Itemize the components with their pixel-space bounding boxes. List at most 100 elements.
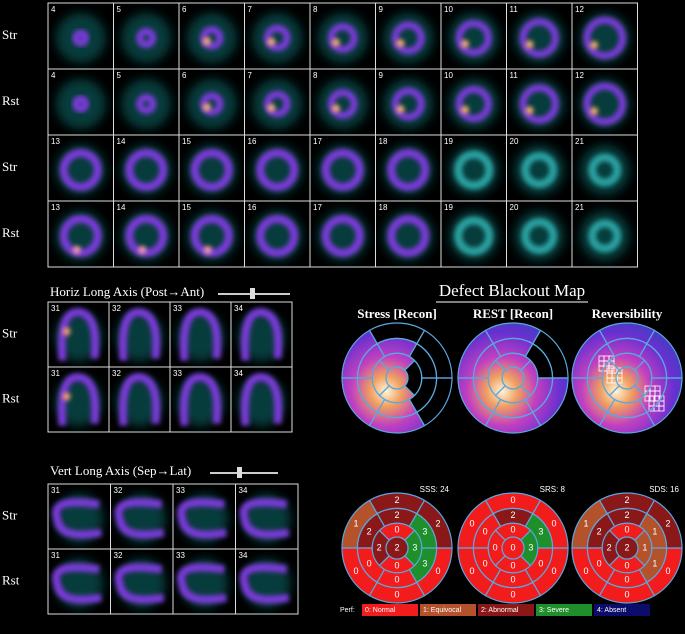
myocardium (177, 563, 227, 604)
slice-cell: 32 (110, 483, 174, 550)
segment-score: 2 (624, 542, 629, 552)
segment-score: 1 (652, 526, 657, 536)
slice-cell: 18 (375, 134, 442, 202)
slice-number: 32 (114, 486, 123, 495)
halo (186, 12, 237, 64)
slice-cell: 6 (178, 68, 245, 136)
slice-number: 18 (379, 137, 388, 146)
slice-number: 33 (176, 551, 185, 560)
slice-cell: 9 (375, 68, 442, 136)
myocardium (588, 153, 622, 187)
slice-cell: 9 (375, 2, 442, 70)
segment-score: 0 (510, 525, 515, 535)
slice-cell: 15 (178, 200, 245, 268)
segment (501, 536, 525, 560)
segment (615, 536, 639, 560)
slice-cell: 4 (47, 2, 114, 70)
myocardium (136, 27, 157, 49)
slice-number: 6 (182, 71, 187, 80)
slice-number: 13 (51, 137, 60, 146)
myocardium (240, 308, 283, 361)
myocardium (321, 149, 364, 191)
segment-score: 0 (394, 575, 399, 585)
myocardium (263, 24, 291, 52)
slice-cell: 20 (506, 200, 573, 268)
slice-number: 31 (51, 369, 60, 378)
slice-number: 20 (510, 203, 519, 212)
map-title: REST [Recon] (473, 306, 553, 321)
hot-spot (138, 246, 147, 254)
myocardium (387, 149, 430, 191)
halo (55, 12, 106, 64)
segment-score: 2 (510, 510, 515, 520)
slice-number: 17 (313, 137, 322, 146)
slice-cell: 33 (172, 548, 236, 615)
slice-cell: 19 (440, 134, 507, 202)
hla-slider[interactable] (218, 288, 290, 299)
hot-spot (202, 37, 211, 46)
row-label: Rst (2, 225, 20, 240)
slice-cell: 20 (506, 134, 573, 202)
vla-slider[interactable] (210, 467, 278, 478)
slice-number: 12 (575, 71, 584, 80)
maps: Stress [Recon] REST [Recon] Reversibility S… (340, 306, 683, 616)
segment-score: 0 (394, 590, 399, 600)
myocardium (72, 95, 90, 113)
myocardium (519, 18, 559, 58)
segment-score: 2 (665, 519, 670, 529)
blackout (409, 343, 437, 378)
myocardium (588, 219, 622, 253)
segment-score: 0 (510, 590, 515, 600)
myocardium (200, 26, 224, 50)
slice-cell: 33 (169, 301, 232, 368)
legend-swatch (536, 604, 592, 616)
segment-score: 0 (510, 560, 515, 570)
hot-spot (267, 37, 276, 46)
slice-cell: 12 (571, 68, 638, 136)
segment-score: 3 (422, 526, 427, 536)
slice-number: 9 (379, 71, 384, 80)
myocardium (136, 93, 157, 115)
segment-score: 1 (584, 519, 589, 529)
slice-number: 12 (575, 5, 584, 14)
slice-number: 19 (444, 137, 453, 146)
slice-cell: 4 (47, 68, 114, 136)
slice-cell: 31 (47, 483, 111, 550)
myocardium (52, 563, 102, 604)
segment-score: 1 (652, 558, 657, 568)
myocardium (256, 215, 299, 257)
blackout (404, 360, 422, 396)
segment-score: 3 (422, 558, 427, 568)
blackout (409, 378, 437, 413)
legend-label: 4: Absent (597, 607, 626, 614)
slice-cell: 32 (108, 366, 171, 433)
segment-score: 0 (367, 558, 372, 568)
slice-number: 21 (575, 203, 584, 212)
myocardium (327, 89, 358, 119)
hot-spot (460, 39, 469, 48)
slice-number: 18 (379, 203, 388, 212)
slice-number: 11 (510, 5, 519, 14)
slice-number: 8 (313, 71, 318, 80)
hot-spot (396, 39, 405, 48)
blackout (369, 322, 425, 344)
slice-cell: 32 (110, 548, 174, 615)
blackout (532, 330, 568, 378)
slice-cell: 17 (309, 134, 376, 202)
segment-score: 2 (624, 510, 629, 520)
slice-cell: 14 (113, 134, 180, 202)
slice-cell: 13 (47, 200, 114, 268)
hot-spot (62, 327, 71, 336)
slice-cell: 8 (309, 2, 376, 70)
slice-number: 31 (51, 551, 60, 560)
map-title: Reversibility (592, 306, 663, 321)
score-label: SSS: 24 (420, 485, 450, 494)
myocardium (239, 498, 290, 539)
slice-number: 32 (112, 304, 121, 313)
row-label: Rst (2, 93, 20, 108)
segment-score: 0 (584, 566, 589, 576)
segment-score: 2 (607, 542, 612, 552)
reversibility-cell (658, 405, 665, 412)
halo (317, 78, 368, 130)
reversibility-cell (608, 365, 615, 372)
